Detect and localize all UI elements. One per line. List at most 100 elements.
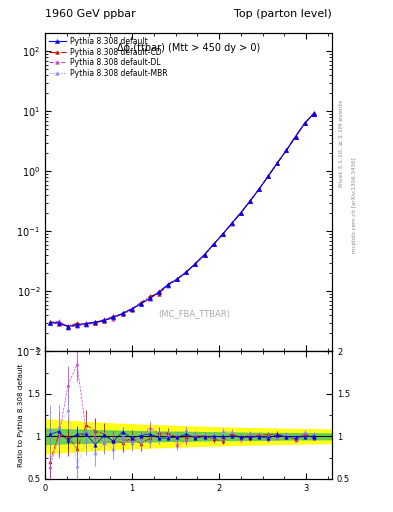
Pythia 8.308 default-MBR xyxy=(311,111,316,117)
Pythia 8.308 default xyxy=(184,269,189,275)
Pythia 8.308 default-DL xyxy=(147,296,152,302)
Pythia 8.308 default-CD xyxy=(57,321,61,327)
Text: Δϕ (ttbar) (Mtt > 450 dy > 0): Δϕ (ttbar) (Mtt > 450 dy > 0) xyxy=(117,43,260,53)
Pythia 8.308 default-CD xyxy=(311,110,316,116)
Pythia 8.308 default-DL xyxy=(248,198,252,204)
Pythia 8.308 default-CD xyxy=(93,319,97,326)
Pythia 8.308 default-MBR xyxy=(293,134,298,140)
Legend: Pythia 8.308 default, Pythia 8.308 default-CD, Pythia 8.308 default-DL, Pythia 8: Pythia 8.308 default, Pythia 8.308 defau… xyxy=(48,35,169,79)
Pythia 8.308 default xyxy=(266,173,270,179)
Pythia 8.308 default-MBR xyxy=(311,111,316,117)
Pythia 8.308 default xyxy=(57,319,61,326)
Pythia 8.308 default-DL xyxy=(284,147,289,153)
Pythia 8.308 default-MBR xyxy=(48,319,52,326)
Pythia 8.308 default xyxy=(48,319,52,326)
Pythia 8.308 default-DL xyxy=(266,173,270,179)
Pythia 8.308 default-MBR xyxy=(211,241,216,247)
Pythia 8.308 default-MBR xyxy=(239,209,243,216)
Pythia 8.308 default-MBR xyxy=(257,186,261,192)
Pythia 8.308 default-MBR xyxy=(230,220,234,226)
Pythia 8.308 default xyxy=(257,186,261,192)
Pythia 8.308 default-MBR xyxy=(220,231,225,237)
Pythia 8.308 default-DL xyxy=(202,251,207,258)
Pythia 8.308 default-DL xyxy=(93,320,97,326)
Pythia 8.308 default-CD xyxy=(166,281,171,287)
Pythia 8.308 default-MBR xyxy=(302,120,307,126)
Pythia 8.308 default-CD xyxy=(102,318,107,324)
Pythia 8.308 default-CD xyxy=(111,313,116,319)
Pythia 8.308 default-CD xyxy=(202,251,207,258)
Pythia 8.308 default xyxy=(220,231,225,237)
Pythia 8.308 default-MBR xyxy=(202,251,207,258)
Pythia 8.308 default-MBR xyxy=(138,301,143,307)
Text: (MC_FBA_TTBAR): (MC_FBA_TTBAR) xyxy=(158,309,230,318)
Pythia 8.308 default xyxy=(311,111,316,117)
Pythia 8.308 default-CD xyxy=(147,293,152,300)
Pythia 8.308 default-MBR xyxy=(75,322,79,328)
Pythia 8.308 default xyxy=(84,321,88,327)
Pythia 8.308 default xyxy=(230,220,234,226)
Pythia 8.308 default xyxy=(138,301,143,307)
Line: Pythia 8.308 default: Pythia 8.308 default xyxy=(48,112,316,329)
Text: Top (parton level): Top (parton level) xyxy=(234,9,332,19)
Pythia 8.308 default xyxy=(284,147,289,153)
Pythia 8.308 default-CD xyxy=(184,269,189,275)
Pythia 8.308 default xyxy=(147,295,152,302)
Pythia 8.308 default xyxy=(175,276,180,282)
Pythia 8.308 default-DL xyxy=(157,288,162,294)
Pythia 8.308 default-CD xyxy=(257,186,261,192)
Pythia 8.308 default-CD xyxy=(266,173,270,179)
Pythia 8.308 default-CD xyxy=(120,311,125,317)
Pythia 8.308 default-CD xyxy=(48,318,52,325)
Line: Pythia 8.308 default-CD: Pythia 8.308 default-CD xyxy=(48,112,316,328)
Pythia 8.308 default-DL xyxy=(220,231,225,237)
Pythia 8.308 default-DL xyxy=(211,241,216,247)
Pythia 8.308 default xyxy=(75,322,79,328)
Pythia 8.308 default-MBR xyxy=(175,276,180,282)
Pythia 8.308 default-DL xyxy=(293,134,298,140)
Pythia 8.308 default xyxy=(311,111,316,117)
Pythia 8.308 default xyxy=(211,241,216,247)
Pythia 8.308 default-MBR xyxy=(248,198,252,204)
Pythia 8.308 default-DL xyxy=(111,316,116,322)
Pythia 8.308 default-CD xyxy=(284,147,289,153)
Pythia 8.308 default-CD xyxy=(293,134,298,140)
Pythia 8.308 default xyxy=(111,314,116,321)
Pythia 8.308 default-CD xyxy=(211,241,216,247)
Pythia 8.308 default xyxy=(166,282,171,288)
Pythia 8.308 default-DL xyxy=(275,160,280,166)
Pythia 8.308 default-CD xyxy=(311,111,316,117)
Pythia 8.308 default xyxy=(239,209,243,216)
Pythia 8.308 default-DL xyxy=(66,324,70,330)
Pythia 8.308 default-CD xyxy=(193,261,198,267)
Pythia 8.308 default-MBR xyxy=(193,261,198,267)
Pythia 8.308 default-MBR xyxy=(157,289,162,295)
Pythia 8.308 default-DL xyxy=(193,261,198,267)
Pythia 8.308 default-MBR xyxy=(166,283,171,289)
Pythia 8.308 default-MBR xyxy=(147,294,152,301)
Pythia 8.308 default xyxy=(293,134,298,140)
Pythia 8.308 default-DL xyxy=(257,186,261,192)
Pythia 8.308 default xyxy=(193,261,198,267)
Pythia 8.308 default-MBR xyxy=(84,322,88,328)
Pythia 8.308 default-CD xyxy=(157,290,162,296)
Pythia 8.308 default-MBR xyxy=(102,317,107,324)
Pythia 8.308 default-CD xyxy=(138,300,143,306)
Line: Pythia 8.308 default-DL: Pythia 8.308 default-DL xyxy=(48,112,316,329)
Pythia 8.308 default-DL xyxy=(311,111,316,117)
Pythia 8.308 default-DL xyxy=(84,321,88,327)
Pythia 8.308 default xyxy=(120,310,125,316)
Pythia 8.308 default-DL xyxy=(120,310,125,316)
Pythia 8.308 default-CD xyxy=(84,320,88,326)
Pythia 8.308 default xyxy=(157,289,162,295)
Pythia 8.308 default-DL xyxy=(48,319,52,326)
Pythia 8.308 default-MBR xyxy=(184,269,189,275)
Pythia 8.308 default-MBR xyxy=(266,173,270,179)
Pythia 8.308 default-CD xyxy=(248,198,252,204)
Pythia 8.308 default xyxy=(66,324,70,330)
Pythia 8.308 default-CD xyxy=(66,323,70,329)
Pythia 8.308 default-MBR xyxy=(284,147,289,153)
Pythia 8.308 default-DL xyxy=(102,316,107,322)
Pythia 8.308 default xyxy=(302,120,307,126)
Pythia 8.308 default-CD xyxy=(220,231,225,237)
